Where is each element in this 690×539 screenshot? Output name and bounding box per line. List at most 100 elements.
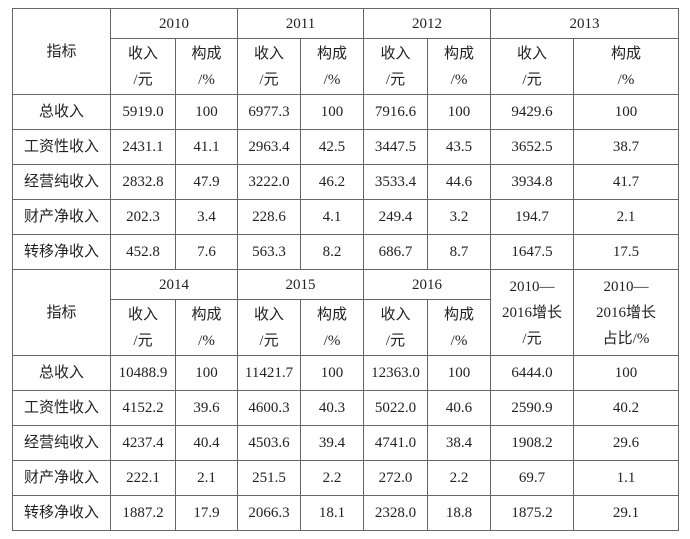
table-row: 转移净收入 1887.2 17.9 2066.3 18.1 2328.0 18.8 1875.…: [12, 495, 680, 531]
column-header: 收入 /元: [363, 38, 429, 95]
cell: 100: [299, 355, 365, 391]
cell: 5919.0: [110, 94, 176, 130]
column-header: 构成 /%: [427, 38, 492, 95]
cell: 100: [573, 94, 680, 130]
row-label: 总收入: [12, 94, 111, 130]
cell: 3222.0: [237, 164, 301, 200]
cell: 4741.0: [363, 425, 429, 461]
cell: 38.4: [427, 425, 492, 461]
cell: 3934.8: [490, 164, 575, 200]
column-header: 构成 /%: [573, 38, 680, 95]
table-row: 指标 2014 2015 2016 2010— 2016增长 /元 2010— 2016增…: [12, 269, 680, 356]
column-header: 收入 /元: [237, 38, 301, 95]
group-header: 2010— 2016增长 占比/%: [573, 269, 680, 356]
cell: 202.3: [110, 199, 176, 235]
cell: 42.5: [299, 129, 365, 165]
group-header: 2015: [236, 269, 365, 300]
cell: 228.6: [237, 199, 301, 235]
cell: 2.2: [299, 460, 365, 496]
cell: 17.9: [175, 495, 238, 531]
table-row: 财产净收入 202.3 3.4 228.6 4.1 249.4 3.2 194.7 2.1: [12, 199, 680, 235]
cell: 272.0: [363, 460, 429, 496]
column-header: 收入 /元: [490, 38, 575, 95]
cell: 11421.7: [237, 355, 301, 391]
cell: 2.2: [427, 460, 492, 496]
table-row: 总收入 10488.9 100 11421.7 100 12363.0 100 6444.0 1…: [12, 355, 680, 391]
table-row: 收入 /元 构成 /% 收入 /元 构成 /% 收入 /元 构成 /% 收入 /元 构成 /%: [13, 38, 680, 95]
group-header: 2013: [490, 8, 680, 39]
cell: 100: [427, 94, 492, 130]
group-header: 2011: [236, 8, 365, 39]
cell: 6977.3: [237, 94, 301, 130]
cell: 40.6: [427, 390, 492, 426]
table-row: 经营纯收入 4237.4 40.4 4503.6 39.4 4741.0 38.4 1908.…: [12, 425, 680, 461]
column-header: 构成 /%: [175, 38, 238, 95]
cell: 69.7: [490, 460, 575, 496]
cell: 8.2: [299, 234, 365, 270]
cell: 41.7: [573, 164, 680, 200]
column-header: 收入 /元: [237, 299, 301, 356]
cell: 1908.2: [490, 425, 575, 461]
cell: 29.1: [573, 495, 680, 531]
row-label: 工资性收入: [12, 129, 111, 165]
group-header: 2010— 2016增长 /元: [490, 269, 575, 356]
cell: 1647.5: [490, 234, 575, 270]
cell: 9429.6: [490, 94, 575, 130]
cell: 7.6: [175, 234, 238, 270]
column-header: 收入 /元: [110, 38, 176, 95]
cell: 2431.1: [110, 129, 176, 165]
cell: 2590.9: [490, 390, 575, 426]
cell: 44.6: [427, 164, 492, 200]
cell: 7916.6: [363, 94, 429, 130]
column-header: 构成 /%: [175, 299, 238, 356]
cell: 100: [299, 94, 365, 130]
income-table: 指标 2010 2011 2012 2013 收入 /元 构成 /% 收入 /元 构成 /% 收入…: [12, 8, 680, 531]
cell: 18.1: [299, 495, 365, 531]
header-label: 指标: [12, 269, 111, 356]
cell: 4237.4: [110, 425, 176, 461]
cell: 29.6: [573, 425, 680, 461]
column-header: 构成 /%: [427, 299, 492, 356]
row-label: 经营纯收入: [12, 425, 111, 461]
cell: 8.7: [427, 234, 492, 270]
cell: 3.4: [175, 199, 238, 235]
column-header: 构成 /%: [299, 38, 365, 95]
cell: 40.2: [573, 390, 680, 426]
table-row: 转移净收入 452.8 7.6 563.3 8.2 686.7 8.7 1647.5 17.5: [12, 234, 680, 270]
cell: 4503.6: [237, 425, 301, 461]
cell: 100: [573, 355, 680, 391]
cell: 3652.5: [490, 129, 575, 165]
cell: 12363.0: [363, 355, 429, 391]
cell: 39.6: [175, 390, 238, 426]
header-label: 指标: [12, 8, 111, 95]
cell: 10488.9: [110, 355, 176, 391]
cell: 563.3: [237, 234, 301, 270]
cell: 3533.4: [363, 164, 429, 200]
table-row: 工资性收入 2431.1 41.1 2963.4 42.5 3447.5 43.5 3652.…: [12, 129, 680, 165]
table-row: 工资性收入 4152.2 39.6 4600.3 40.3 5022.0 40.6 2590.…: [12, 390, 680, 426]
cell: 43.5: [427, 129, 492, 165]
cell: 17.5: [573, 234, 680, 270]
cell: 3447.5: [363, 129, 429, 165]
cell: 38.7: [573, 129, 680, 165]
cell: 46.2: [299, 164, 365, 200]
table-row: 财产净收入 222.1 2.1 251.5 2.2 272.0 2.2 69.7 1.1: [12, 460, 680, 496]
cell: 2.1: [175, 460, 238, 496]
row-label: 财产净收入: [12, 460, 111, 496]
row-label: 转移净收入: [12, 234, 111, 270]
group-header: 2014: [110, 269, 238, 300]
table-row: 经营纯收入 2832.8 47.9 3222.0 46.2 3533.4 44.6 3934.…: [12, 164, 680, 200]
cell: 100: [175, 94, 238, 130]
cell: 222.1: [110, 460, 176, 496]
cell: 100: [427, 355, 492, 391]
cell: 452.8: [110, 234, 176, 270]
column-header: 收入 /元: [363, 299, 429, 356]
cell: 4.1: [299, 199, 365, 235]
cell: 194.7: [490, 199, 575, 235]
row-label: 转移净收入: [12, 495, 111, 531]
table-row: 指标 2010 2011 2012 2013: [12, 8, 680, 95]
row-label: 工资性收入: [12, 390, 111, 426]
cell: 1887.2: [110, 495, 176, 531]
cell: 39.4: [299, 425, 365, 461]
table-row: 收入 /元 构成 /% 收入 /元 构成 /% 收入 /元 构成 /%: [13, 299, 679, 356]
